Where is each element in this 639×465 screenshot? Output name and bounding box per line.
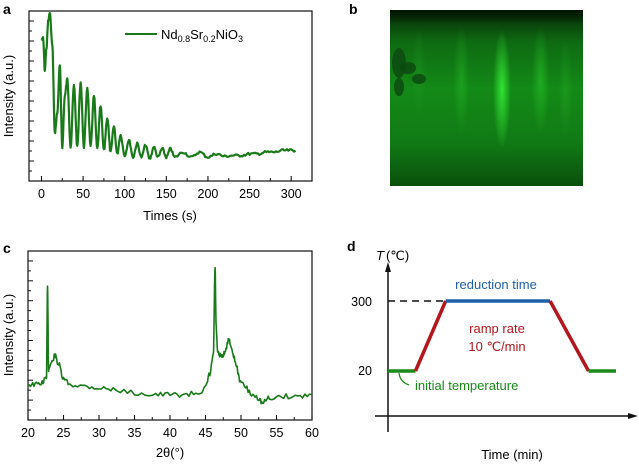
panel-label-d: d: [347, 238, 356, 254]
x-tick-label: 55: [270, 426, 284, 440]
panel-d-profile: [388, 299, 616, 373]
rheed-pattern-image: [390, 10, 583, 186]
x-tick-label: 50: [234, 426, 248, 440]
panel-a-chart: 0 50 100 150 200 250 300 Nd0.8Sr0.2NiO3 Times …: [1, 10, 313, 223]
panel-label-c: c: [3, 240, 11, 256]
panel-d-ylabel: T (℃): [376, 248, 409, 263]
annotation-leader-line: [398, 372, 410, 386]
panel-a-series-line: [40, 12, 297, 160]
panel-label-b: b: [349, 1, 358, 17]
x-tick-label: 60: [305, 426, 319, 440]
x-tick-label: 300: [281, 187, 302, 201]
panel-label-a: a: [3, 1, 11, 17]
ramp-down-segment: [548, 300, 591, 372]
panel-c-ticks: 20 25 30 35 40 45 50 55 60: [21, 260, 319, 440]
rheed-dark-spot: [400, 62, 416, 74]
rheed-dark-spot: [412, 74, 426, 84]
x-tick-label: 30: [92, 426, 106, 440]
annotation-ramp-rate: ramp rate: [469, 321, 525, 336]
x-tick-label: 100: [114, 187, 135, 201]
panel-a-ylabel: Intensity (a.u.): [1, 55, 16, 137]
panel-a-ticks: 0 50 100 150 200 250 300: [29, 20, 302, 201]
arrow-right-icon: [628, 413, 638, 419]
panel-a-frame: [28, 10, 313, 182]
panel-a-xlabel: Times (s): [143, 208, 197, 223]
arrow-up-icon: [385, 262, 391, 272]
panel-c-xlabel: 2θ(°): [156, 445, 184, 460]
x-tick-label: 250: [239, 187, 260, 201]
panel-c-ylabel: Intensity (a.u.): [1, 294, 16, 376]
panel-a-legend-label: Nd0.8Sr0.2NiO3: [161, 27, 243, 44]
panel-d-ytick-20: 20: [358, 364, 372, 378]
x-tick-label: 20: [21, 426, 35, 440]
panel-c-chart: 20 25 30 35 40 45 50 55 60 2θ(°) Intensity (a.u.…: [1, 250, 319, 460]
panel-d-ytick-300: 300: [351, 295, 372, 309]
annotation-initial-temperature: initial temperature: [415, 378, 518, 393]
rheed-dark-spot: [394, 78, 404, 96]
x-tick-label: 0: [38, 187, 45, 201]
x-tick-label: 25: [57, 426, 71, 440]
x-tick-label: 150: [156, 187, 177, 201]
panel-c-series-line: [27, 266, 313, 405]
annotation-reduction-time: reduction time: [455, 277, 537, 292]
annotation-ramp-value: 10 ℃/min: [468, 339, 525, 354]
x-tick-label: 200: [198, 187, 219, 201]
panel-d-xlabel: Time (min): [481, 447, 543, 462]
x-tick-label: 50: [76, 187, 90, 201]
x-tick-label: 35: [128, 426, 142, 440]
x-tick-label: 45: [199, 426, 213, 440]
rheed-top-shadow: [390, 10, 583, 24]
ramp-up-segment: [413, 300, 448, 372]
x-tick-label: 40: [163, 426, 177, 440]
panel-d-chart: 300 20 T (℃) reduction time ramp rate 10 …: [351, 248, 638, 462]
